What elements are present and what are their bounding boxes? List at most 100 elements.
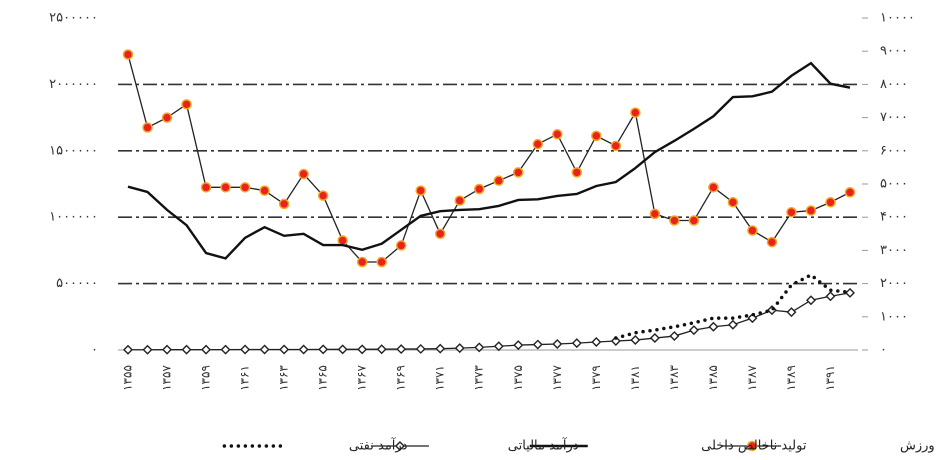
data-point	[766, 236, 778, 248]
legend-label: ارزش افزوده ورزش	[900, 439, 938, 454]
x-tick-label: ۱۳۵۹	[199, 365, 213, 391]
y-tick-label: ۱۰۰۰۰۰۰	[49, 210, 98, 225]
legend-label: درآمد مالیاتی	[508, 437, 579, 454]
y2-tick-label: ۸۰۰۰	[880, 77, 908, 92]
x-tick-label: ۱۳۸۳	[667, 365, 681, 391]
y-tick-label: ۲۰۰۰۰۰۰	[49, 77, 98, 92]
series-line	[127, 61, 851, 260]
y2-tick-label: ۲۰۰۰	[880, 276, 908, 291]
data-point	[162, 344, 173, 355]
data-point	[825, 291, 836, 302]
data-point	[649, 208, 661, 220]
data-point	[630, 107, 641, 118]
data-point	[415, 343, 426, 354]
data-point	[298, 168, 309, 180]
data-point	[220, 182, 231, 193]
x-tick-label: ۱۳۷۷	[550, 365, 564, 391]
data-point	[669, 215, 680, 226]
data-point	[513, 167, 524, 178]
x-tick-label: ۱۳۶۳	[277, 365, 291, 391]
data-point	[844, 187, 856, 198]
data-point	[571, 338, 582, 349]
legend-label: تولید ناخالص داخلی	[701, 439, 807, 454]
data-point	[259, 185, 270, 196]
x-tick-label: ۱۳۶۷	[355, 365, 369, 391]
data-point	[279, 344, 290, 355]
x-tick-label: ۱۳۸۷	[745, 365, 759, 391]
y2-tick-label: ۳۰۰۰	[880, 243, 908, 258]
data-point	[435, 343, 446, 354]
x-tick-label: ۱۳۵۷	[160, 365, 174, 391]
data-point	[122, 49, 134, 60]
data-point	[610, 140, 622, 152]
legend-marker	[746, 440, 758, 452]
data-point	[610, 335, 621, 346]
data-point	[747, 313, 758, 324]
y2-tick-label: ۹۰۰۰	[880, 44, 908, 59]
data-point	[200, 182, 212, 193]
x-tick-label: ۱۳۷۹	[589, 365, 603, 391]
series-line	[128, 292, 851, 351]
data-point	[240, 344, 251, 355]
data-point	[278, 198, 290, 210]
data-point	[123, 344, 133, 355]
x-tick-label: ۱۳۸۱	[628, 365, 642, 391]
data-point	[317, 190, 329, 201]
data-point	[786, 206, 797, 218]
data-point	[727, 197, 739, 208]
data-point	[493, 175, 505, 186]
y2-tick-label: ۵۰۰۰	[880, 177, 908, 192]
data-point	[454, 343, 465, 354]
x-tick-label: ۱۳۷۳	[472, 365, 486, 391]
data-point	[220, 344, 231, 355]
data-point	[591, 337, 602, 348]
y2-tick-label: ۷۰۰۰	[880, 110, 908, 125]
data-point	[376, 344, 387, 355]
data-point	[337, 235, 348, 246]
data-point	[805, 295, 816, 306]
x-tick-label: ۱۳۹۱	[823, 365, 837, 391]
data-point	[357, 344, 368, 355]
x-tick-label: ۱۳۸۵	[706, 365, 720, 391]
y2-tick-label: ۶۰۰۰	[880, 143, 908, 158]
data-point	[532, 339, 543, 350]
data-point	[318, 344, 329, 355]
data-point	[747, 225, 758, 236]
data-point	[142, 122, 153, 133]
y-tick-label: ۱۵۰۰۰۰۰	[49, 143, 98, 158]
data-point	[727, 319, 738, 330]
x-tick-label: ۱۳۷۵	[511, 365, 525, 391]
x-tick-label: ۱۳۶۱	[238, 365, 252, 391]
x-tick-label: ۱۳۷۱	[433, 365, 447, 391]
data-point	[630, 335, 641, 346]
data-point	[474, 342, 485, 353]
data-point	[396, 344, 407, 355]
data-point	[552, 339, 563, 350]
data-point	[259, 344, 270, 355]
data-point	[454, 195, 465, 206]
data-point	[786, 307, 797, 318]
data-point	[688, 215, 700, 226]
data-point	[805, 205, 817, 216]
data-point	[845, 287, 855, 298]
data-point	[708, 321, 719, 332]
data-point	[825, 197, 836, 208]
x-tick-label: ۱۳۶۹	[394, 365, 408, 391]
data-point	[532, 138, 544, 150]
data-point	[161, 112, 173, 123]
data-point	[181, 344, 192, 355]
data-point	[337, 344, 348, 355]
data-point	[201, 344, 212, 355]
data-point	[239, 182, 251, 193]
series-line	[614, 272, 852, 340]
data-point	[649, 333, 660, 344]
y-tick-label: ۵۰۰۰۰۰	[56, 276, 98, 291]
x-tick-label: ۱۳۶۵	[316, 365, 330, 391]
y2-tick-label: ۰	[880, 343, 887, 358]
legend-marker	[394, 441, 405, 451]
data-point	[142, 344, 153, 355]
data-point	[493, 341, 504, 352]
data-point	[298, 344, 309, 355]
y2-tick-label: ۴۰۰۰	[880, 210, 908, 225]
